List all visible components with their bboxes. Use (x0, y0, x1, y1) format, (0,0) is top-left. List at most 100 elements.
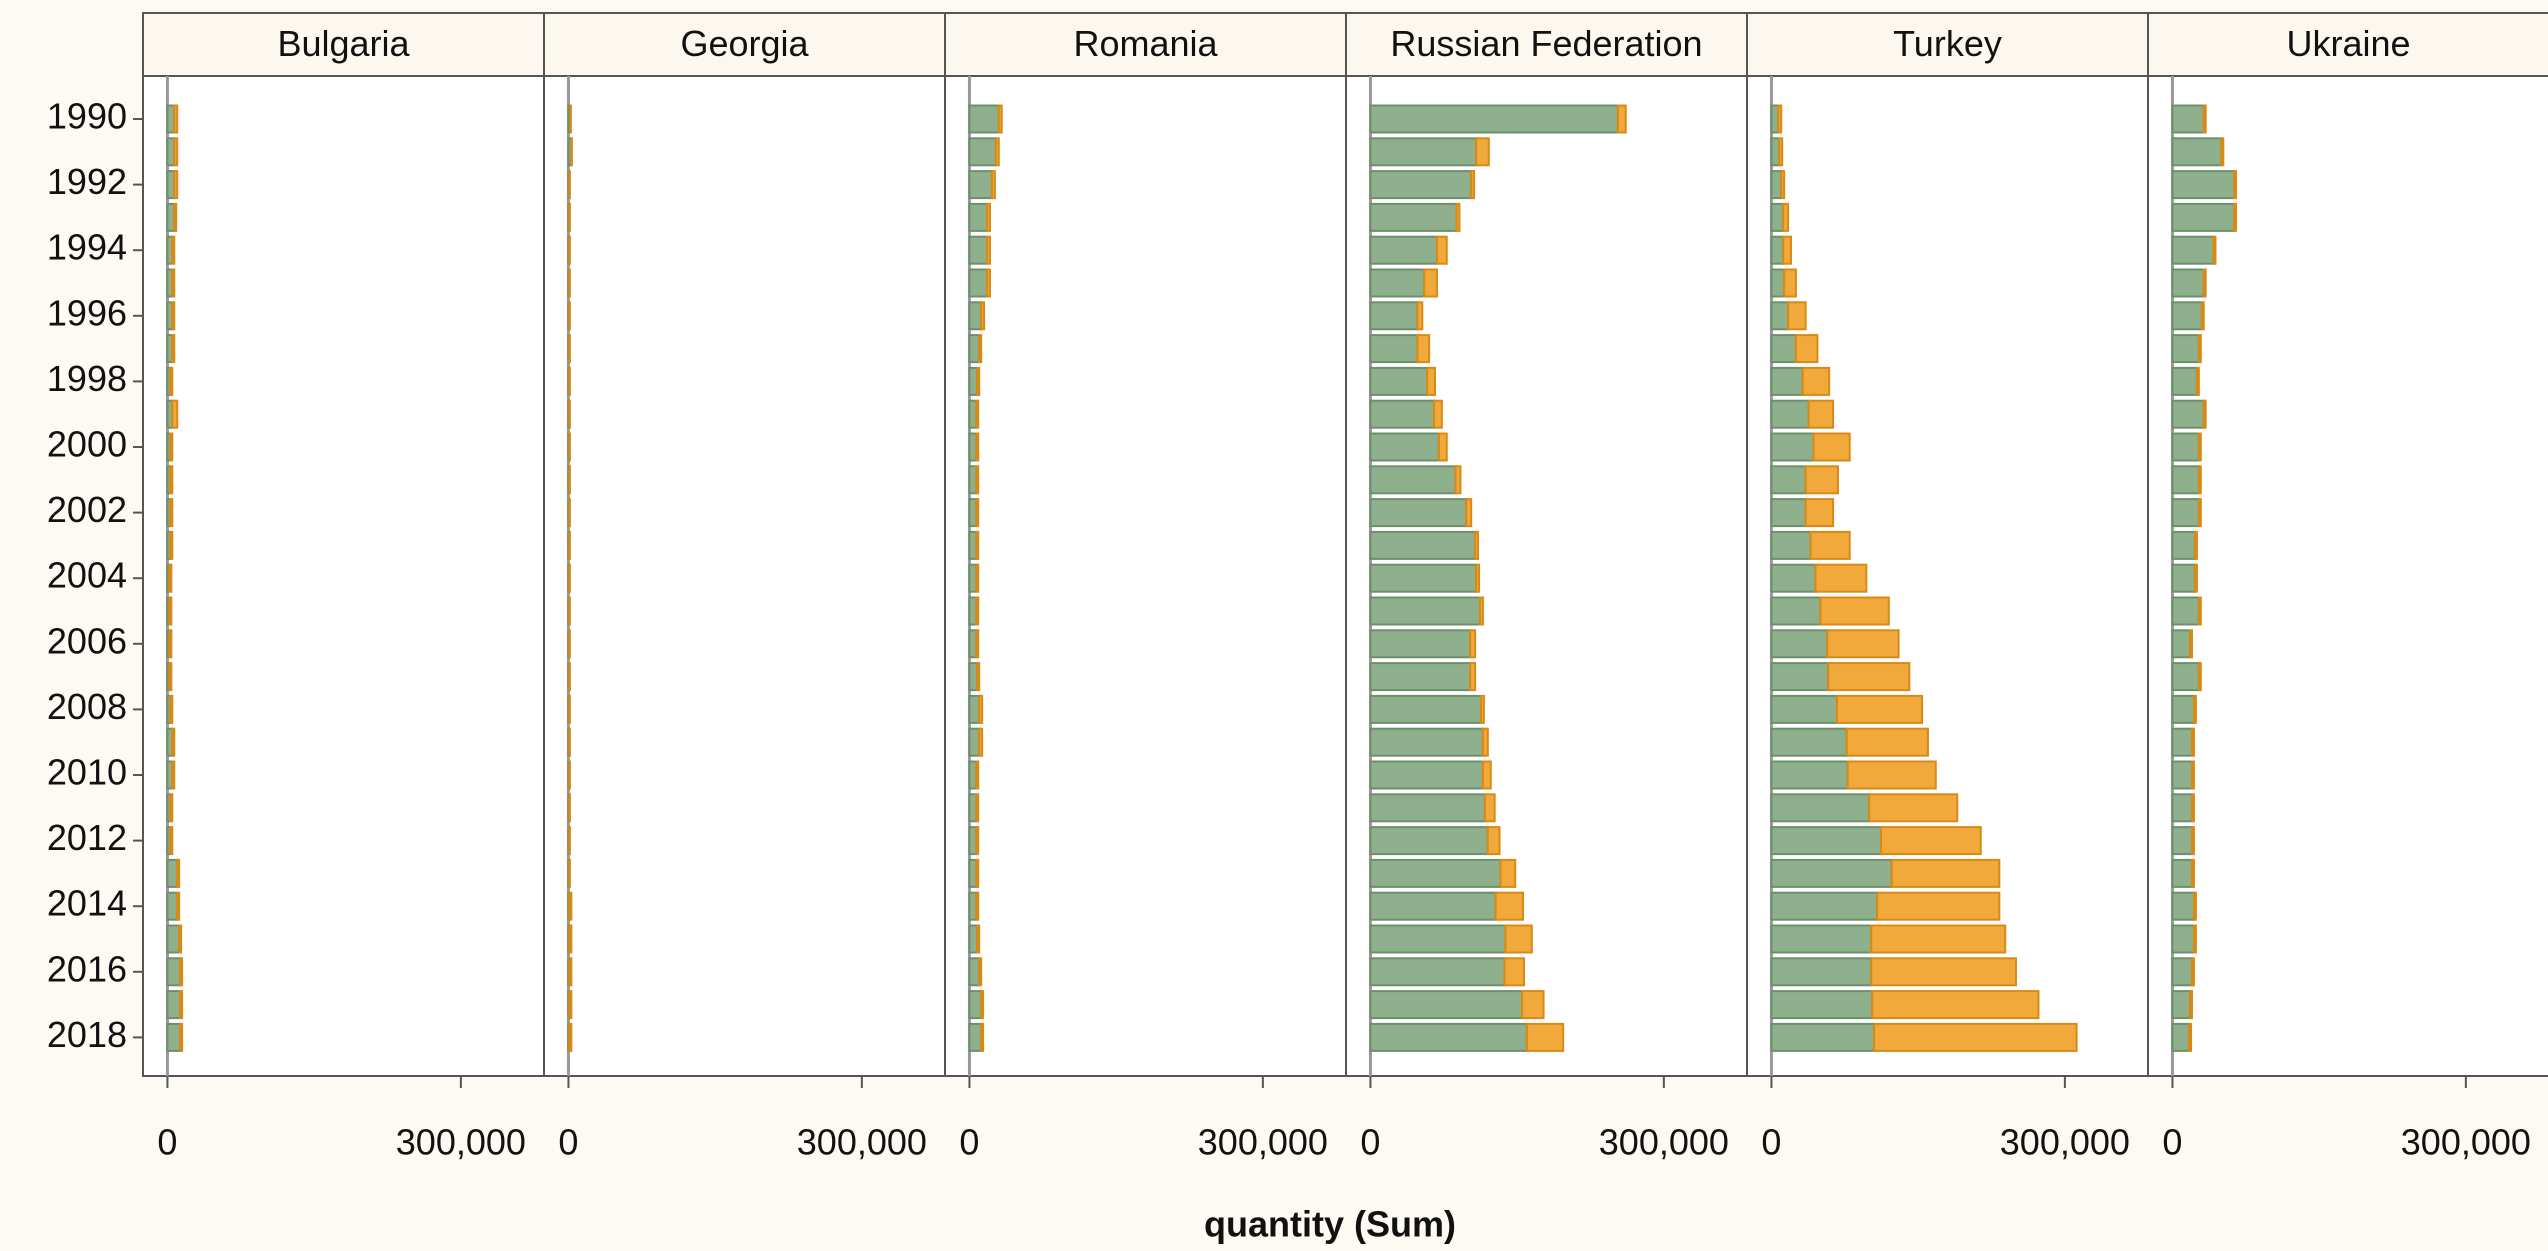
bar-segment (1870, 957, 2017, 987)
bar-segment (1801, 366, 1831, 396)
bar-segment (1777, 104, 1783, 134)
y-tick-label: 2004 (47, 555, 127, 596)
bar-segment (1369, 137, 1478, 167)
bar-segment (173, 104, 179, 134)
bar-segment (1778, 137, 1784, 167)
bar-segment (2171, 268, 2205, 298)
bar-segment (978, 957, 983, 987)
panel-title: Georgia (680, 23, 809, 64)
bar-segment (975, 858, 980, 888)
bar-segment (166, 170, 176, 200)
bar-segment (975, 563, 980, 593)
y-tick-label: 1998 (47, 358, 127, 399)
bar-segment (169, 366, 174, 396)
bar-segment (168, 563, 173, 593)
bar-segment (1770, 202, 1785, 232)
bar-segment (1770, 432, 1815, 462)
bar-segment (968, 366, 979, 396)
x-tick-label: 0 (157, 1122, 177, 1163)
panel-header (2147, 12, 2548, 77)
bar-segment (2212, 235, 2217, 265)
panel-header (944, 12, 1347, 77)
bar-segment (1890, 858, 2001, 888)
bar-segment (2171, 858, 2194, 888)
bar-segment (1369, 334, 1419, 364)
bar-segment (2171, 170, 2236, 200)
bar-segment (1369, 530, 1477, 560)
bar-segment (2191, 727, 2195, 757)
panel-header (1345, 12, 1748, 77)
bar-segment (968, 826, 978, 856)
x-tick-label: 300,000 (2401, 1122, 2531, 1163)
bar-segment (2193, 530, 2198, 560)
bar-segment (166, 858, 179, 888)
bar-segment (2171, 596, 2200, 626)
bar-segment (1369, 858, 1502, 888)
bar-segment (968, 301, 983, 331)
x-tick-label: 300,000 (1599, 1122, 1729, 1163)
panel-title: Bulgaria (277, 23, 410, 64)
bar-segment (1770, 137, 1781, 167)
bar-segment (968, 1022, 983, 1052)
bar-segment (1469, 662, 1477, 692)
bar-segment (986, 268, 991, 298)
bar-segment (176, 891, 181, 921)
bar-segment (976, 924, 981, 954)
bar-segment (1369, 891, 1497, 921)
bar-segment (1770, 891, 1879, 921)
bar-segment (178, 924, 183, 954)
bar-segment (1770, 1022, 1876, 1052)
bar-segment (1782, 235, 1793, 265)
bar-segment (1369, 793, 1486, 823)
bar-segment (1770, 235, 1785, 265)
bar-segment (2220, 137, 2225, 167)
bar-segment (1369, 170, 1473, 200)
bar-segment (2171, 727, 2194, 757)
y-tick-label: 2016 (47, 948, 127, 989)
bar-segment (968, 793, 978, 823)
bar-segment (986, 202, 991, 232)
bar-segment (1455, 202, 1461, 232)
bar-segment (1770, 301, 1790, 331)
bar-segment (179, 1022, 184, 1052)
bar-segment (1503, 957, 1526, 987)
bar-segment (1369, 924, 1507, 954)
bar-segment (1876, 891, 2001, 921)
bar-segment (2171, 694, 2195, 724)
bar-segment (968, 563, 978, 593)
bar-segment (1435, 235, 1448, 265)
bar-segment (2197, 334, 2202, 364)
bar-segment (2192, 924, 2197, 954)
bar-segment (1770, 596, 1822, 626)
bar-segment (2193, 563, 2198, 593)
bar-segment (171, 235, 176, 265)
bar-segment (169, 432, 174, 462)
bar-segment (1770, 268, 1786, 298)
bar-segment (2171, 301, 2203, 331)
y-tick-label: 2002 (47, 489, 127, 530)
bar-segment (968, 662, 979, 692)
bar-segment (169, 793, 174, 823)
bar-segment (1770, 399, 1810, 429)
bar-segment (1770, 694, 1838, 724)
bar-segment (968, 334, 981, 364)
bar-segment (2171, 760, 2194, 790)
bar-segment (1782, 202, 1790, 232)
bar-segment (1846, 760, 1937, 790)
bar-segment (568, 924, 573, 954)
bar-segment (1369, 399, 1436, 429)
bar-segment (2171, 1022, 2191, 1052)
bar-segment (1835, 694, 1924, 724)
bar-segment (2197, 432, 2202, 462)
bar-segment (2200, 301, 2205, 331)
bar-segment (1470, 170, 1476, 200)
bar-segment (968, 957, 981, 987)
bar-segment (2171, 924, 2195, 954)
bar-segment (975, 465, 980, 495)
bar-segment (2171, 563, 2196, 593)
panel-header (1746, 12, 2149, 77)
bar-segment (2171, 137, 2223, 167)
bar-segment (1479, 694, 1485, 724)
plot-area (944, 75, 1347, 1077)
